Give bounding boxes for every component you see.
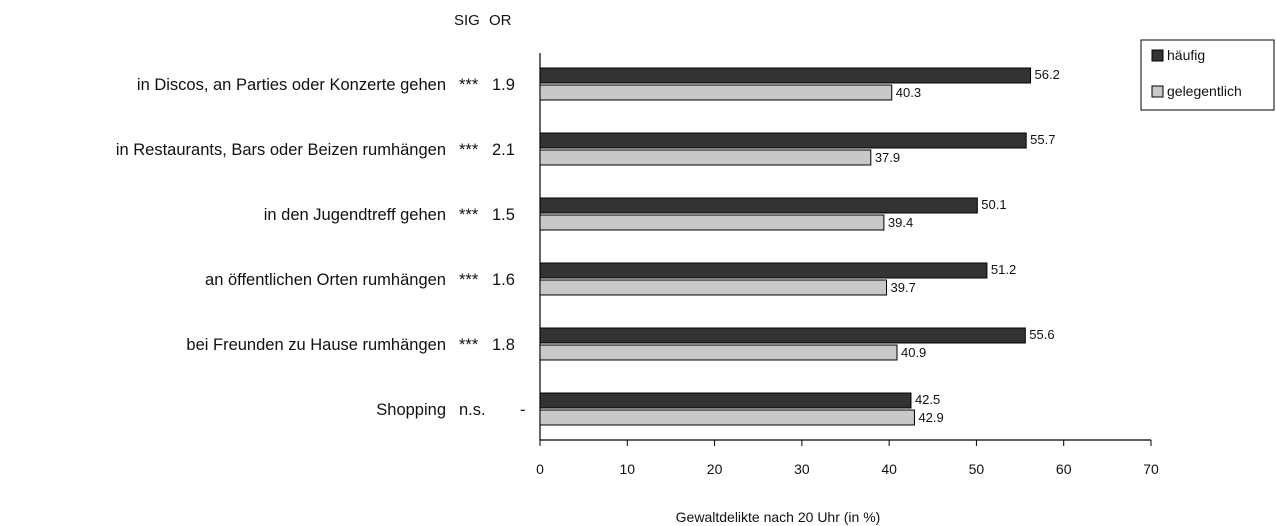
- sig-value: n.s.: [459, 401, 486, 419]
- or-value: 2.1: [492, 141, 515, 159]
- x-tick-label: 0: [536, 461, 544, 477]
- x-tick-label: 50: [969, 461, 985, 477]
- category-label: in Restaurants, Bars oder Beizen rumhäng…: [116, 141, 446, 159]
- bar-value-label: 55.7: [1030, 132, 1055, 147]
- bar-value-label: 51.2: [991, 262, 1016, 277]
- sig-value: ***: [459, 336, 479, 354]
- legend-label-gelegentlich: gelegentlich: [1167, 83, 1242, 99]
- legend-swatch-haeufig: [1151, 49, 1164, 62]
- bars-layer: 56.2 40.3 55.7 37.9 50.1 39.4 51.2 39.7 55.6 40.9…: [539, 67, 1060, 426]
- bar-value-label: 39.7: [891, 280, 916, 295]
- sig-value: ***: [459, 76, 479, 94]
- sig-value: ***: [459, 141, 479, 159]
- x-tick-label: 60: [1056, 461, 1072, 477]
- or-value: -: [520, 401, 526, 419]
- bar-gelegentlich: [539, 149, 872, 166]
- sig-value: ***: [459, 271, 479, 289]
- bar-haeufig: [539, 392, 912, 409]
- category-label: in Discos, an Parties oder Konzerte gehe…: [137, 76, 446, 94]
- or-value: 1.8: [492, 336, 515, 354]
- bar-value-label: 50.1: [981, 197, 1006, 212]
- sig-value: ***: [459, 206, 479, 224]
- x-axis-ticks: 0 10 20 30 40 50 60 70: [536, 440, 1159, 477]
- bar-gelegentlich: [539, 279, 888, 296]
- bar-value-label: 40.9: [901, 345, 926, 360]
- bar-haeufig: [539, 262, 988, 279]
- category-label: bei Freunden zu Hause rumhängen: [186, 336, 446, 354]
- legend-label-haeufig: häufig: [1167, 47, 1205, 63]
- x-tick-label: 30: [794, 461, 810, 477]
- category-label: in den Jugendtreff gehen: [264, 206, 446, 224]
- or-column-header: OR: [489, 12, 512, 29]
- bar-gelegentlich: [539, 409, 915, 426]
- x-tick-label: 40: [881, 461, 897, 477]
- bar-haeufig: [539, 132, 1027, 149]
- category-label: Shopping: [376, 401, 446, 419]
- or-value: 1.6: [492, 271, 515, 289]
- x-axis-title: Gewaltdelikte nach 20 Uhr (in %): [676, 509, 881, 525]
- bar-gelegentlich: [539, 214, 885, 231]
- legend-swatch-gelegentlich: [1151, 85, 1164, 98]
- bar-value-label: 56.2: [1035, 67, 1060, 82]
- bar-value-label: 55.6: [1029, 327, 1054, 342]
- bar-value-label: 39.4: [888, 215, 913, 230]
- category-label: an öffentlichen Orten rumhängen: [205, 271, 446, 289]
- bar-gelegentlich: [539, 84, 893, 101]
- bar-value-label: 40.3: [896, 85, 921, 100]
- or-value: 1.5: [492, 206, 515, 224]
- x-tick-label: 20: [707, 461, 723, 477]
- or-value: 1.9: [492, 76, 515, 94]
- category-labels: in Discos, an Parties oder Konzerte gehe…: [116, 76, 526, 419]
- bar-haeufig: [539, 197, 978, 214]
- bar-haeufig: [539, 67, 1032, 84]
- sig-column-header: SIG: [454, 12, 480, 29]
- bar-haeufig: [539, 327, 1026, 344]
- legend: häufig gelegentlich: [1140, 39, 1275, 111]
- bar-value-label: 37.9: [875, 150, 900, 165]
- x-tick-label: 10: [619, 461, 635, 477]
- bar-gelegentlich: [539, 344, 898, 361]
- bar-value-label: 42.9: [918, 410, 943, 425]
- bar-value-label: 42.5: [915, 392, 940, 407]
- x-tick-label: 70: [1143, 461, 1159, 477]
